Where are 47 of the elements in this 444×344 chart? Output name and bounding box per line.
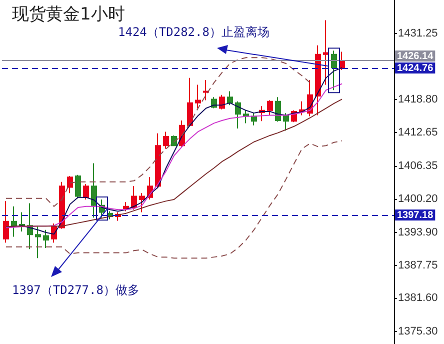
candlestick bbox=[275, 96, 281, 122]
line-series bbox=[6, 57, 310, 207]
chart-title: 现货黄金1小时 bbox=[12, 4, 125, 24]
y-tick-label: 1406.35 bbox=[398, 160, 438, 172]
ref-line-label: 1426.14 bbox=[397, 50, 434, 62]
y-tick-label: 1400.20 bbox=[398, 192, 438, 205]
candlestick bbox=[91, 162, 97, 218]
candlestick bbox=[3, 200, 9, 244]
y-tick-label: 1387.75 bbox=[398, 259, 438, 272]
candlestick bbox=[251, 112, 257, 126]
y-tick-label: 1375.30 bbox=[398, 326, 438, 338]
candlestick bbox=[267, 100, 273, 116]
candlestick bbox=[331, 50, 337, 91]
y-tick-label: 1393.90 bbox=[398, 226, 438, 239]
candlestick bbox=[139, 192, 145, 213]
candlestick bbox=[67, 176, 73, 194]
candlestick bbox=[187, 77, 193, 126]
ref-line-label: 1424.76 bbox=[397, 62, 434, 74]
ref-line-label: 1397.18 bbox=[397, 210, 434, 222]
candlestick bbox=[219, 94, 225, 110]
candlestick bbox=[35, 226, 41, 259]
candlestick bbox=[299, 100, 305, 116]
annotation: 1397（TD277.8）做多 bbox=[12, 283, 140, 297]
candlestick bbox=[163, 131, 169, 150]
y-tick-label: 1381.60 bbox=[398, 292, 438, 304]
candlestick bbox=[123, 202, 129, 212]
y-tick-label: 1418.80 bbox=[398, 94, 438, 106]
candlestick bbox=[315, 44, 321, 116]
candlestick bbox=[243, 110, 249, 124]
candlestick bbox=[155, 132, 161, 189]
candlestick bbox=[171, 134, 177, 146]
candlestick bbox=[11, 206, 17, 238]
candlestick bbox=[83, 184, 89, 200]
y-tick-label: 1412.65 bbox=[398, 126, 438, 139]
candlestick bbox=[323, 20, 329, 86]
candlestick bbox=[203, 80, 209, 101]
candlestick bbox=[195, 84, 201, 109]
candlestick bbox=[19, 212, 25, 232]
candlestick bbox=[227, 90, 233, 106]
candlestick bbox=[131, 186, 137, 210]
y-tick-label: 1431.25 bbox=[398, 27, 438, 40]
candlestick bbox=[75, 174, 81, 199]
candlestick bbox=[43, 229, 49, 248]
line-series bbox=[6, 140, 342, 259]
candlestick bbox=[235, 100, 241, 130]
annotation: 1424（TD282.8）止盈离场 bbox=[118, 25, 270, 39]
candlestick bbox=[283, 112, 289, 132]
